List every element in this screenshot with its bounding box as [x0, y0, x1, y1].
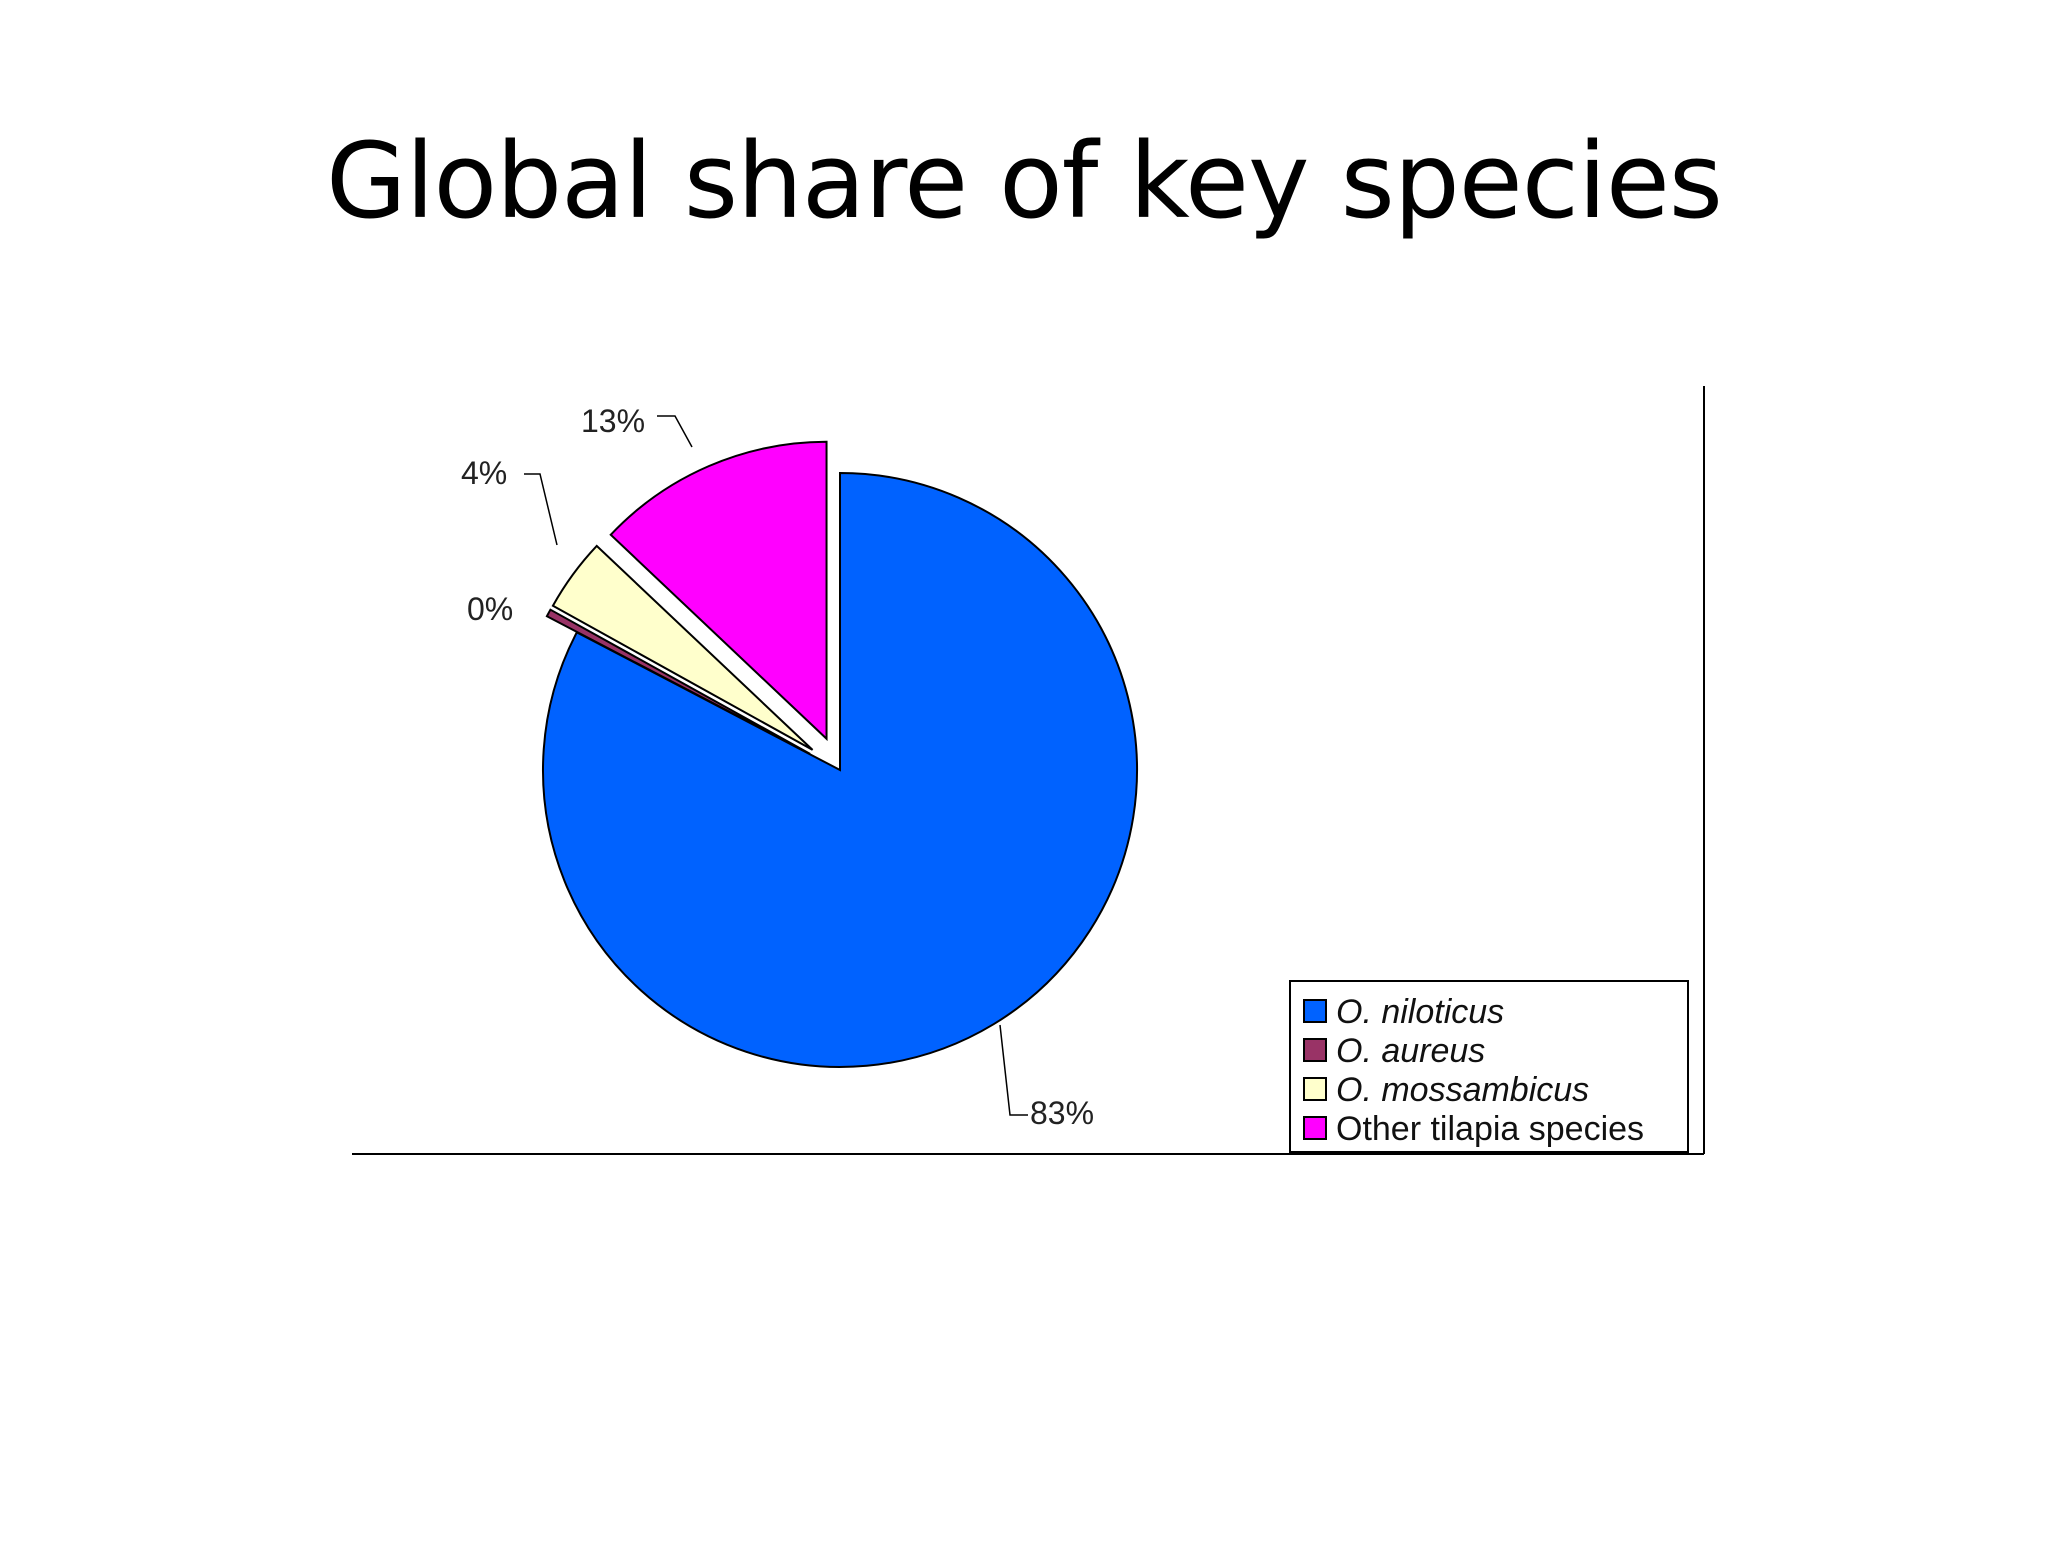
legend-label: O. niloticus: [1336, 993, 1504, 1031]
leader-lines: [524, 415, 1028, 1116]
data-label: 83%: [1030, 1095, 1094, 1131]
data-label: 13%: [581, 403, 645, 439]
slice-labels: 83% 0% 4% 13%: [461, 403, 1094, 1131]
data-label: 4%: [461, 455, 507, 491]
legend-box: [1289, 980, 1689, 1153]
pie-slice-other-tilapia-species: [609, 440, 828, 742]
pie-slice-o-mossambicus: [551, 544, 814, 751]
legend-swatch: [1303, 1077, 1327, 1101]
legend-swatch: [1303, 999, 1327, 1023]
pie-slices: [541, 440, 1138, 1068]
leader-line: [657, 415, 693, 448]
data-label: 0%: [467, 591, 513, 627]
legend-swatch: [1303, 1116, 1327, 1140]
legend-swatch: [1303, 1038, 1327, 1062]
leader-line: [524, 473, 558, 546]
legend-label: O. mossambicus: [1336, 1071, 1589, 1109]
pie-slice-o-niloticus: [541, 471, 1138, 1068]
legend-label: O. aureus: [1336, 1032, 1485, 1070]
leader-line: [999, 1024, 1028, 1116]
legend-label: Other tilapia species: [1336, 1110, 1644, 1148]
pie-slice-o-aureus: [545, 608, 811, 755]
slide-title: Global share of key species: [326, 120, 1723, 242]
